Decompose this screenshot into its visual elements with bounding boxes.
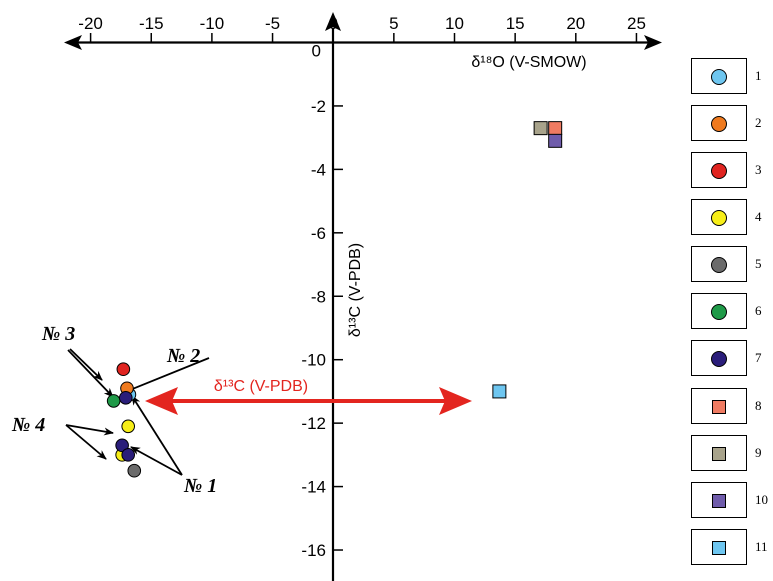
point-series-9 (533, 121, 548, 136)
label-no4: № 4 (11, 414, 45, 436)
point-series-7 (115, 438, 129, 453)
legend-label-3: 3 (755, 162, 762, 177)
legend-item-4 (691, 199, 747, 235)
point-series-7 (118, 390, 133, 405)
legend-marker-9 (712, 447, 726, 461)
legend-item-9 (691, 435, 747, 471)
legend-item-10 (691, 482, 747, 518)
legend-marker-11 (712, 541, 726, 555)
legend-marker-10 (712, 494, 726, 508)
pointer-arrow (65, 424, 107, 460)
legend-label-6: 6 (755, 303, 762, 318)
y-tick-label: -6 (311, 224, 326, 243)
x-tick-label: 0 (328, 14, 337, 33)
legend-label-10: 10 (755, 492, 768, 507)
x-axis-title: δ¹⁸O (V-SMOW) (471, 54, 586, 71)
legend-label-9: 9 (755, 445, 762, 460)
pointer-arrow (131, 395, 183, 476)
x-tick-label: 20 (566, 14, 585, 33)
x-axis-right-arrow (644, 35, 662, 50)
x-tick-label: 25 (627, 14, 646, 33)
legend-item-2 (691, 105, 747, 141)
x-tick-label: -20 (78, 14, 103, 33)
point-series-11 (492, 384, 507, 399)
legend-item-6 (691, 293, 747, 329)
y-tick-label: -10 (301, 351, 326, 370)
legend-item-1 (691, 58, 747, 94)
y-axis-arrow (325, 12, 341, 31)
x-tick-label: 5 (389, 14, 398, 33)
legend-marker-5 (711, 257, 727, 273)
point-series-5 (127, 463, 142, 478)
pointer-arrow (130, 446, 183, 476)
legend-marker-2 (711, 116, 727, 132)
label-no1: № 1 (183, 475, 217, 497)
legend-marker-3 (711, 163, 727, 179)
y-tick-label: -14 (301, 478, 326, 497)
legend-label-11: 11 (755, 539, 768, 554)
legend-marker-4 (711, 210, 727, 226)
legend-item-5 (691, 246, 747, 282)
pointer-arrow (67, 349, 114, 398)
legend-label-4: 4 (755, 209, 762, 224)
ticks: -20 -15 -10 -5 0 5 10 15 20 25 0 -2 -4 -6 -8 -10 -12 -14 -… (78, 14, 646, 560)
legend-item-11 (691, 529, 747, 565)
label-no2: № 2 (166, 345, 200, 367)
pointer-arrow (124, 357, 210, 393)
pointer-arrow (69, 348, 103, 381)
x-tick-label: -10 (200, 14, 225, 33)
legend-label-8: 8 (755, 398, 762, 413)
y-tick-label: -16 (301, 541, 326, 560)
legend-item-7 (691, 340, 747, 376)
legend-label-1: 1 (755, 68, 762, 83)
red-arrow-right-head (439, 387, 472, 415)
pointer-arrow (65, 424, 114, 436)
x-axis-left-arrow (64, 35, 82, 50)
legend-item-3 (691, 152, 747, 188)
point-series-8 (548, 121, 563, 136)
red-arrow-label: δ¹³C (V-PDB) (214, 378, 308, 395)
legend-item-8 (691, 388, 747, 424)
annotations: δ¹³C (V-PDB) № 3 № 2 № 4 № 1 (11, 323, 472, 497)
y-tick-label: -2 (311, 97, 326, 116)
legend-marker-7 (711, 351, 727, 367)
data-points (106, 121, 563, 478)
y-tick-label: 0 (312, 42, 321, 61)
point-series-10 (548, 133, 563, 148)
axes (64, 12, 662, 581)
point-series-7 (121, 448, 136, 462)
y-tick-label: -8 (311, 287, 326, 306)
y-axis-title: δ¹³C (V-PDB) (347, 243, 364, 337)
x-tick-label: 10 (445, 14, 464, 33)
point-series-6 (106, 394, 121, 408)
point-series-4 (121, 419, 136, 434)
legend-marker-8 (712, 400, 726, 414)
y-tick-label: -12 (301, 414, 326, 433)
red-arrow-left-head (145, 387, 178, 415)
label-no3: № 3 (41, 323, 75, 345)
legend-label-7: 7 (755, 350, 762, 365)
legend-label-2: 2 (755, 115, 762, 130)
legend-marker-1 (711, 69, 727, 85)
legend-label-5: 5 (755, 256, 762, 271)
point-series-3 (116, 362, 131, 377)
x-tick-label: 15 (506, 14, 525, 33)
x-tick-label: -5 (265, 14, 280, 33)
y-tick-label: -4 (311, 160, 326, 179)
legend-marker-6 (711, 304, 727, 320)
x-tick-label: -15 (139, 14, 164, 33)
